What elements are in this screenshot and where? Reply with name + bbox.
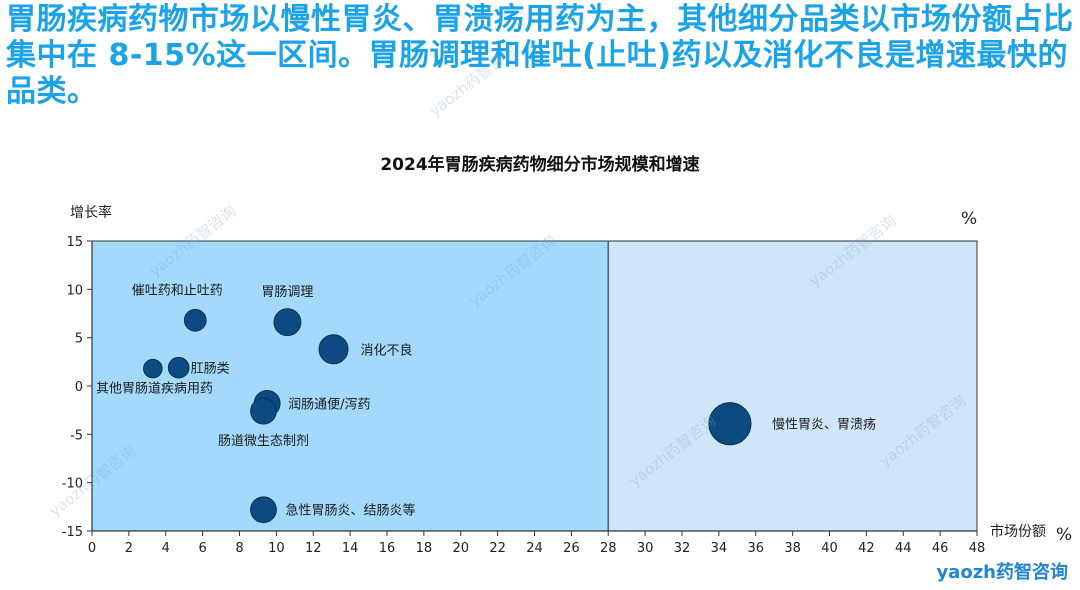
y-axis-label: 增长率 xyxy=(70,204,112,221)
x-tick-label: 34 xyxy=(711,541,728,556)
x-tick-label: 30 xyxy=(637,541,654,556)
x-tick-label: 42 xyxy=(858,541,875,556)
y-tick-label: 15 xyxy=(66,235,83,250)
x-tick-label: 12 xyxy=(305,541,322,556)
bubble-label: 催吐药和止吐药 xyxy=(132,283,223,298)
x-tick-label: 4 xyxy=(162,541,170,556)
bubble xyxy=(318,334,349,365)
right-quadrant-region xyxy=(607,240,978,532)
bubble xyxy=(250,496,277,524)
x-tick-label: 14 xyxy=(342,541,359,556)
y-tick-label: 0 xyxy=(75,380,83,395)
x-tick-label: 0 xyxy=(88,541,96,556)
bubble-label: 润肠通便/泻药 xyxy=(288,397,370,412)
left-quadrant-region xyxy=(91,240,609,532)
chart-title: 2024年胃肠疾病药物细分市场规模和增速 xyxy=(380,155,700,175)
bubble xyxy=(143,358,163,379)
x-tick-label: 26 xyxy=(563,541,580,556)
headline: 胃肠疾病药物市场以慢性胃炎、胃溃疡用药为主，其他细分品类以市场份额占比集中在 8… xyxy=(6,2,1074,109)
y-axis-unit: % xyxy=(961,209,977,229)
bubble xyxy=(273,308,302,337)
x-tick-label: 20 xyxy=(452,541,469,556)
x-tick-label: 46 xyxy=(932,541,949,556)
bubble-label: 其他胃肠道疾病用药 xyxy=(96,382,213,397)
x-tick-label: 2 xyxy=(125,541,133,556)
x-tick-label: 48 xyxy=(969,541,986,556)
x-tick-label: 28 xyxy=(600,541,617,556)
bubble-label: 肠道微生态制剂 xyxy=(218,434,309,449)
x-axis-label: 市场份额 xyxy=(990,523,1046,540)
y-tick-label: 10 xyxy=(66,283,83,298)
y-tick-label: 5 xyxy=(75,332,83,347)
x-tick-label: 32 xyxy=(674,541,691,556)
x-tick-label: 38 xyxy=(784,541,801,556)
x-tick-label: 40 xyxy=(821,541,838,556)
x-tick-label: 18 xyxy=(416,541,433,556)
y-tick-label: -15 xyxy=(62,525,83,540)
bubble xyxy=(708,402,752,446)
x-tick-label: 22 xyxy=(489,541,506,556)
x-tick-label: 44 xyxy=(895,541,912,556)
bubble xyxy=(250,397,277,425)
x-tick-label: 36 xyxy=(747,541,764,556)
y-tick-label: -10 xyxy=(62,477,83,492)
brand-logo: yaozh药智咨询 xyxy=(936,562,1068,583)
bubble xyxy=(167,356,190,379)
x-tick-label: 16 xyxy=(379,541,396,556)
y-tick-label: -5 xyxy=(70,428,83,443)
bubble-label: 胃肠调理 xyxy=(261,285,313,300)
x-tick-label: 10 xyxy=(268,541,285,556)
bubble-label: 消化不良 xyxy=(361,342,413,358)
bubble xyxy=(183,308,207,332)
x-axis-unit: % xyxy=(1056,525,1072,545)
x-tick-label: 6 xyxy=(198,541,206,556)
x-tick-label: 24 xyxy=(526,541,543,556)
x-tick-label: 8 xyxy=(235,541,243,556)
bubble-label: 急性胃肠炎、结肠炎等 xyxy=(285,503,415,519)
bubble-label: 肛肠类 xyxy=(191,362,230,377)
bubble-label: 慢性胃炎、胃溃疡 xyxy=(772,417,876,433)
